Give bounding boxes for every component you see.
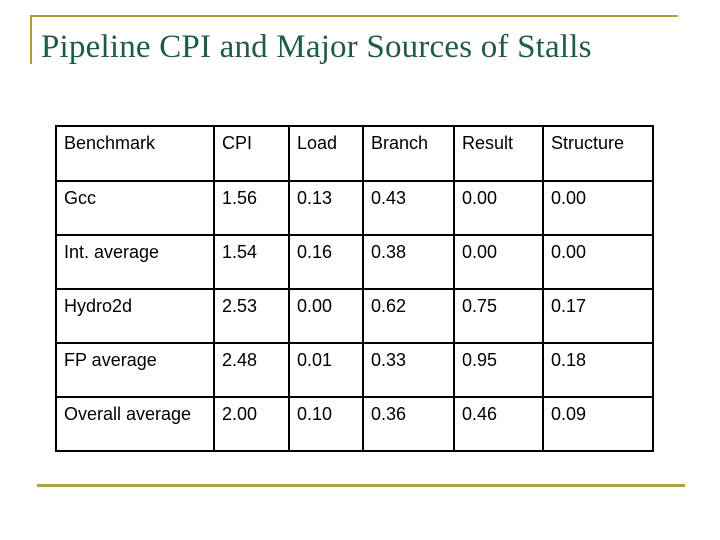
cell-result: 0.00 <box>453 234 544 290</box>
left-gold-rule <box>30 15 32 64</box>
cell-benchmark: Int. average <box>55 234 215 290</box>
cell-cpi: 2.53 <box>213 288 290 344</box>
cell-result: 0.95 <box>453 342 544 398</box>
cell-cpi: 2.00 <box>213 396 290 452</box>
pipeline-cpi-table: Benchmark CPI Load Branch Result Structu… <box>55 125 654 452</box>
cell-structure: 0.00 <box>542 234 654 290</box>
cell-branch: 0.43 <box>362 180 455 236</box>
cell-load: 0.16 <box>288 234 364 290</box>
cell-structure: 0.18 <box>542 342 654 398</box>
table-row-hydro2d: Hydro2d 2.53 0.00 0.62 0.75 0.17 <box>55 288 654 344</box>
table-row-gcc: Gcc 1.56 0.13 0.43 0.00 0.00 <box>55 180 654 236</box>
top-gold-rule <box>30 15 678 17</box>
table-row-fp-average: FP average 2.48 0.01 0.33 0.95 0.18 <box>55 342 654 398</box>
header-cell-cpi: CPI <box>213 125 290 182</box>
cell-load: 0.13 <box>288 180 364 236</box>
cell-result: 0.00 <box>453 180 544 236</box>
cell-branch: 0.36 <box>362 396 455 452</box>
cell-branch: 0.33 <box>362 342 455 398</box>
cell-structure: 0.09 <box>542 396 654 452</box>
cell-load: 0.00 <box>288 288 364 344</box>
cell-branch: 0.38 <box>362 234 455 290</box>
cell-result: 0.46 <box>453 396 544 452</box>
header-cell-structure: Structure <box>542 125 654 182</box>
header-cell-result: Result <box>453 125 544 182</box>
table-row-int-average: Int. average 1.54 0.16 0.38 0.00 0.00 <box>55 234 654 290</box>
cell-cpi: 2.48 <box>213 342 290 398</box>
cell-benchmark: Hydro2d <box>55 288 215 344</box>
cell-structure: 0.00 <box>542 180 654 236</box>
cell-benchmark: Overall average <box>55 396 215 452</box>
table-row-overall-average: Overall average 2.00 0.10 0.36 0.46 0.09 <box>55 396 654 452</box>
cell-branch: 0.62 <box>362 288 455 344</box>
cell-cpi: 1.56 <box>213 180 290 236</box>
cell-result: 0.75 <box>453 288 544 344</box>
cell-load: 0.10 <box>288 396 364 452</box>
header-cell-benchmark: Benchmark <box>55 125 215 182</box>
header-cell-branch: Branch <box>362 125 455 182</box>
cell-benchmark: FP average <box>55 342 215 398</box>
table-header-row: Benchmark CPI Load Branch Result Structu… <box>55 125 654 182</box>
cell-benchmark: Gcc <box>55 180 215 236</box>
cell-cpi: 1.54 <box>213 234 290 290</box>
bottom-gold-rule <box>37 484 685 487</box>
slide-title: Pipeline CPI and Major Sources of Stalls <box>41 29 592 65</box>
cell-structure: 0.17 <box>542 288 654 344</box>
cell-load: 0.01 <box>288 342 364 398</box>
header-cell-load: Load <box>288 125 364 182</box>
